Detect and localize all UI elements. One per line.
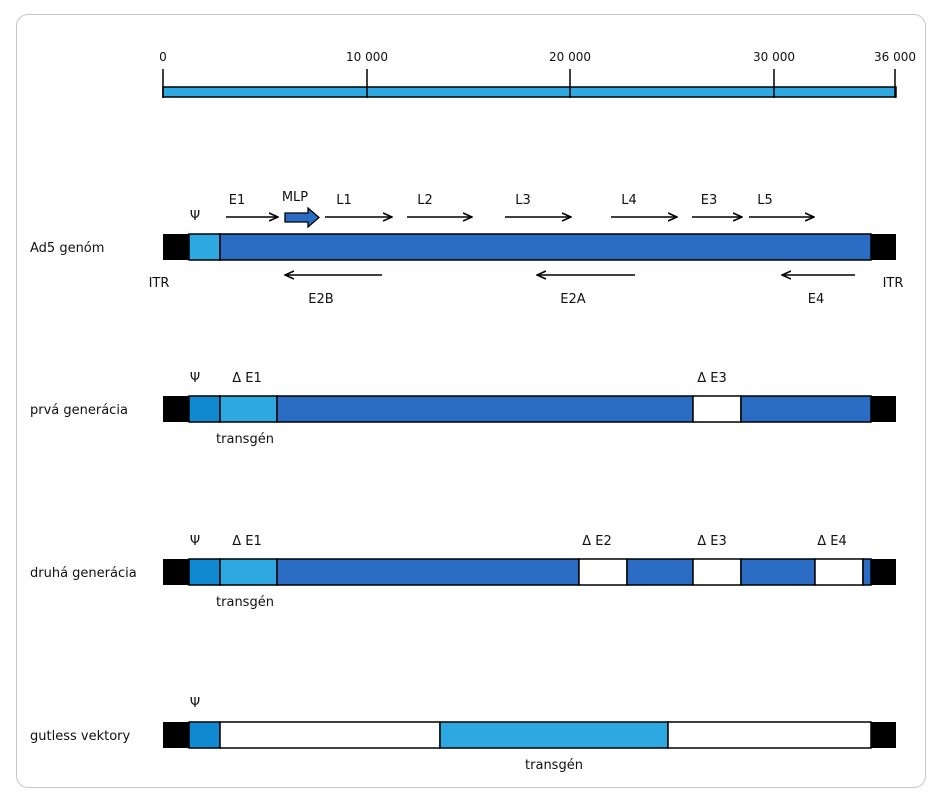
deleted-e3-segment xyxy=(692,395,742,423)
deleted-e3-segment xyxy=(692,558,742,586)
transgene-label: transgén xyxy=(216,595,274,610)
gene-label-l3: L3 xyxy=(515,193,531,208)
transgene-segment xyxy=(219,395,278,423)
gene-label-l4: L4 xyxy=(621,193,637,208)
genome-body-segment xyxy=(740,558,816,586)
scale-label-30000: 30 000 xyxy=(753,50,795,64)
psi-segment xyxy=(188,233,221,261)
deleted-e2-segment xyxy=(578,558,628,586)
gene-label-e3: E3 xyxy=(701,193,718,208)
psi-label: Ψ xyxy=(190,534,200,549)
itr-left-segment xyxy=(163,234,189,260)
transgene-label: transgén xyxy=(216,432,274,447)
row-label: druhá generácia xyxy=(30,566,137,581)
gene-label-l2: L2 xyxy=(417,193,433,208)
itr-right-segment xyxy=(871,559,896,585)
delta-e3-label: Δ E3 xyxy=(697,371,727,386)
row-gutless-vectors: gutless vektory Ψ transgén xyxy=(30,696,896,773)
transgene-segment xyxy=(439,721,669,749)
gene-label-e2b: E2B xyxy=(308,292,333,307)
delta-e4-label: Δ E4 xyxy=(817,534,847,549)
row-label: prvá generácia xyxy=(30,403,128,418)
scale-label-0: 0 xyxy=(159,50,167,64)
psi-segment xyxy=(188,558,221,586)
row-label: gutless vektory xyxy=(30,729,130,744)
stuffer-segment xyxy=(219,721,441,749)
delta-e2-label: Δ E2 xyxy=(582,534,612,549)
psi-label: Ψ xyxy=(190,696,200,711)
delta-e1-label: Δ E1 xyxy=(232,534,262,549)
row-first-generation: prvá generácia Ψ Δ E1 Δ E3 transgén xyxy=(30,371,896,447)
itr-right-label: ITR xyxy=(883,276,904,291)
scale-label-20000: 20 000 xyxy=(549,50,591,64)
row-ad5-genome: Ad5 genóm Ψ E1 MLP L1 L2 L3 L4 E3 L5 E2B… xyxy=(30,190,903,307)
gene-label-l5: L5 xyxy=(757,193,773,208)
deleted-e4-segment xyxy=(814,558,864,586)
genome-body-segment xyxy=(276,558,580,586)
itr-left-segment xyxy=(163,559,189,585)
scale-label-36000: 36 000 xyxy=(874,50,916,64)
row-label: Ad5 genóm xyxy=(30,241,104,256)
transgene-segment xyxy=(219,558,278,586)
itr-right-segment xyxy=(871,234,896,260)
transgene-label: transgén xyxy=(525,758,583,773)
genome-body-segment xyxy=(626,558,694,586)
promoter-arrow-mlp xyxy=(284,206,320,229)
gene-label-mlp: MLP xyxy=(282,190,308,205)
gene-label-e4: E4 xyxy=(808,292,825,307)
itr-right-segment xyxy=(871,722,896,748)
psi-label: Ψ xyxy=(190,209,200,224)
stuffer-segment xyxy=(667,721,872,749)
genome-body-segment xyxy=(276,395,694,423)
itr-right-segment xyxy=(871,396,896,422)
row-second-generation: druhá generácia Ψ Δ E1 Δ E2 Δ E3 Δ E4 tr… xyxy=(30,534,896,610)
genome-body-segment xyxy=(862,558,872,586)
delta-e3-label: Δ E3 xyxy=(697,534,727,549)
scale-bar xyxy=(162,86,897,98)
itr-left-segment xyxy=(163,396,189,422)
gene-label-l1: L1 xyxy=(336,193,352,208)
gene-label-e1: E1 xyxy=(229,193,246,208)
gene-label-e2a: E2A xyxy=(560,292,585,307)
psi-segment xyxy=(188,721,221,749)
genome-body-segment xyxy=(219,233,872,261)
itr-left-label: ITR xyxy=(149,276,170,291)
genome-scale: 0 10 000 20 000 30 000 36 000 xyxy=(159,50,916,98)
delta-e1-label: Δ E1 xyxy=(232,371,262,386)
itr-left-segment xyxy=(163,722,189,748)
scale-label-10000: 10 000 xyxy=(346,50,388,64)
genome-body-segment xyxy=(740,395,872,423)
psi-segment xyxy=(188,395,221,423)
psi-label: Ψ xyxy=(190,371,200,386)
